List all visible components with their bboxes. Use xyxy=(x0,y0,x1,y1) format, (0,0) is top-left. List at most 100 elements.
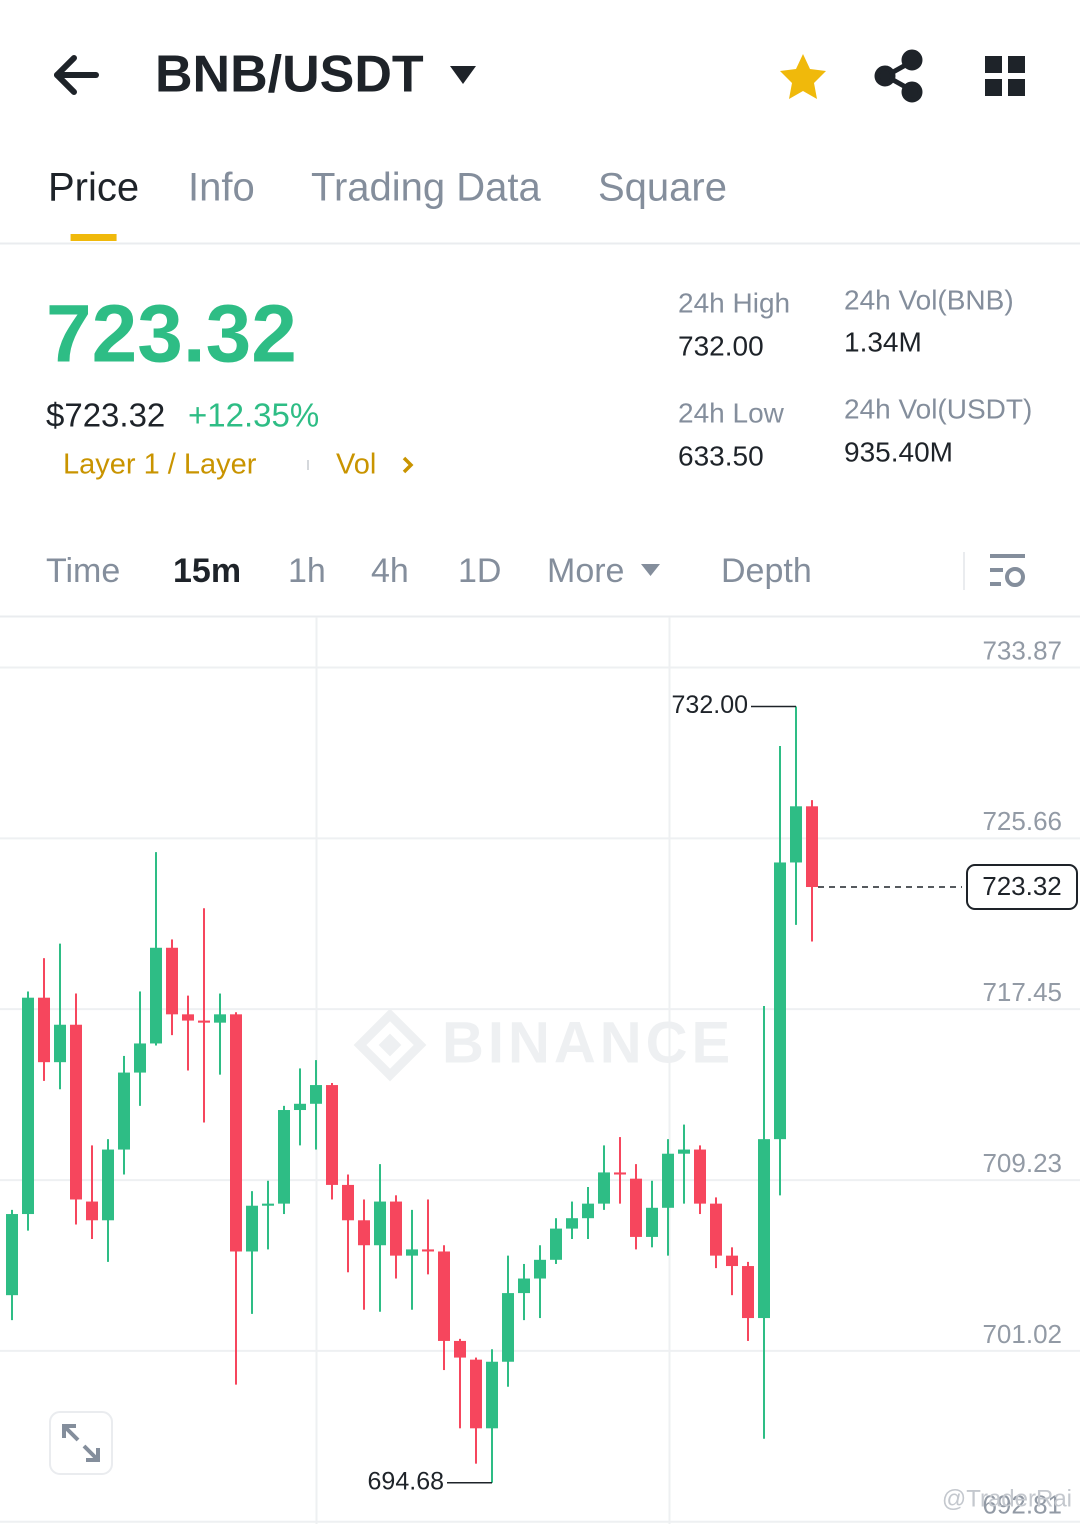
candle xyxy=(310,1060,322,1150)
candle xyxy=(790,706,802,925)
candle-body xyxy=(278,1110,290,1204)
watermark: BINANCE xyxy=(442,1010,734,1075)
back-button[interactable] xyxy=(54,55,99,95)
interval[interactable]: Time xyxy=(46,552,120,590)
usd-price: $723.32 xyxy=(46,397,165,434)
candle-body xyxy=(342,1184,354,1221)
interval[interactable]: Depth xyxy=(721,552,812,590)
interval[interactable]: 1h xyxy=(288,552,326,590)
tab[interactable]: Square xyxy=(598,166,727,210)
tab[interactable]: Trading Data xyxy=(311,166,542,210)
candle xyxy=(102,1139,114,1262)
candle xyxy=(694,1145,706,1215)
logo-diamond xyxy=(353,1008,427,1082)
arrow-head xyxy=(54,55,77,95)
candle xyxy=(294,1068,306,1146)
interval[interactable]: 4h xyxy=(371,552,409,590)
chart-settings[interactable] xyxy=(990,554,1025,587)
candle-body xyxy=(438,1251,450,1341)
candle-body xyxy=(214,1014,226,1023)
icon-gear xyxy=(1005,567,1025,587)
interval[interactable]: 15m xyxy=(173,552,241,590)
candle-body xyxy=(550,1228,562,1260)
candle-body xyxy=(518,1278,530,1294)
candle-body xyxy=(534,1259,546,1279)
stat-label: 24h Vol(USDT) xyxy=(844,393,1032,424)
grid-cell xyxy=(1008,79,1025,96)
candle xyxy=(486,1349,498,1483)
candle xyxy=(566,1201,578,1240)
stat-label: 24h Low xyxy=(678,397,785,428)
pair-caret[interactable] xyxy=(450,66,476,84)
tag[interactable]: Layer 1 / Layer xyxy=(63,449,257,481)
share-node xyxy=(874,65,896,87)
price-change: +12.35% xyxy=(188,397,319,434)
candle xyxy=(518,1263,530,1321)
stat-value: 1.34M xyxy=(844,326,922,357)
candle xyxy=(38,958,50,1081)
candle-body xyxy=(630,1178,642,1237)
candle-body xyxy=(102,1149,114,1221)
candle-body xyxy=(166,947,178,1015)
candle-body xyxy=(614,1172,626,1175)
candle xyxy=(614,1137,626,1204)
interval[interactable]: More xyxy=(547,552,624,590)
candle-body xyxy=(6,1214,18,1296)
candle xyxy=(710,1197,722,1269)
candle-body xyxy=(310,1085,322,1104)
logo-core xyxy=(378,1033,402,1057)
candle-body xyxy=(134,1043,146,1073)
candle xyxy=(662,1139,674,1256)
candle-body xyxy=(806,806,818,888)
watermark: @TraderRai xyxy=(942,1485,1072,1512)
candle-body xyxy=(758,1139,770,1319)
interval[interactable]: 1D xyxy=(458,552,501,590)
candle-body xyxy=(294,1103,306,1111)
candle-body xyxy=(38,997,50,1063)
candle xyxy=(534,1245,546,1319)
pair-title[interactable]: BNB/USDT xyxy=(155,46,424,104)
tag[interactable]: Vol xyxy=(336,449,376,481)
candle xyxy=(182,995,194,1071)
candle-body xyxy=(54,1024,66,1063)
candle xyxy=(70,993,82,1225)
candle xyxy=(374,1164,386,1312)
candle-body xyxy=(230,1014,242,1252)
candle-body xyxy=(598,1172,610,1204)
candle-body xyxy=(678,1149,690,1154)
candle xyxy=(438,1245,450,1371)
candle-body xyxy=(646,1207,658,1237)
share-node xyxy=(901,81,923,103)
candle-body xyxy=(742,1266,754,1319)
candle xyxy=(742,1261,754,1341)
candle-body xyxy=(406,1249,418,1256)
button-frame xyxy=(49,1411,113,1475)
tab[interactable]: Price xyxy=(48,166,139,210)
candle xyxy=(166,939,178,1036)
candle xyxy=(22,991,34,1231)
candle-body xyxy=(790,806,802,863)
last-price-label: 723.32 xyxy=(982,871,1062,901)
candle xyxy=(470,1357,482,1464)
favorite-star[interactable] xyxy=(780,54,826,99)
candle-body xyxy=(694,1149,706,1204)
candle-body xyxy=(774,862,786,1140)
candle-body xyxy=(150,947,162,1044)
annotation-label: 732.00 xyxy=(672,691,748,719)
expand-button[interactable] xyxy=(49,1411,113,1475)
tag-chevron[interactable] xyxy=(402,456,414,474)
share-button[interactable] xyxy=(874,49,923,103)
more-caret[interactable] xyxy=(641,564,660,576)
stat-label: 24h High xyxy=(678,287,790,318)
y-tick-label: 717.45 xyxy=(982,977,1062,1007)
candle-body xyxy=(390,1201,402,1256)
menu-grid[interactable] xyxy=(985,56,1025,96)
last-price: 723.32 xyxy=(46,289,297,380)
candle-body xyxy=(262,1203,274,1206)
candle xyxy=(758,1006,770,1439)
candle-body xyxy=(470,1359,482,1429)
candle xyxy=(326,1082,338,1200)
candle-body xyxy=(582,1203,594,1219)
tab[interactable]: Info xyxy=(188,166,255,210)
candle xyxy=(774,745,786,1196)
